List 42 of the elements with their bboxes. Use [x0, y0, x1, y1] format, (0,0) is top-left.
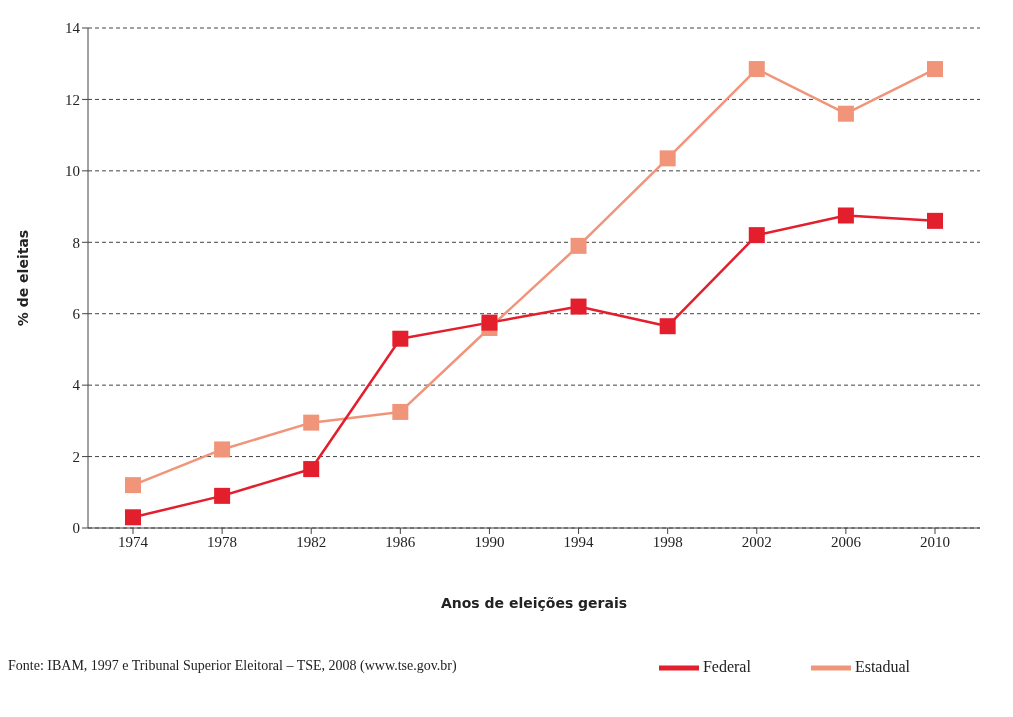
legend-label: Federal: [702, 657, 751, 675]
point: [659, 150, 676, 167]
y-tick-label: 2: [72, 448, 80, 465]
y-tick-label: 8: [72, 234, 80, 251]
point: [481, 314, 498, 331]
x-tick-label: 1986: [385, 533, 416, 550]
point: [748, 227, 765, 244]
point: [748, 61, 765, 78]
point: [927, 212, 943, 229]
x-axis-title: Anos de eleições gerais: [440, 594, 628, 611]
x-tick-label: 2002: [741, 533, 772, 550]
point: [570, 237, 587, 254]
x-tick-label: 2010: [920, 533, 950, 550]
y-axis-title: % de eleitas: [14, 229, 31, 327]
point: [927, 61, 943, 78]
point: [837, 105, 854, 122]
x-tick-label: 1994: [563, 533, 595, 550]
y-tick-label: 4: [72, 377, 81, 394]
point: [837, 207, 854, 224]
point: [125, 477, 141, 494]
x-tick-label: 1990: [474, 533, 505, 550]
point: [125, 509, 141, 526]
x-tick-label: 1982: [296, 533, 327, 550]
point: [214, 487, 231, 504]
point: [392, 403, 409, 420]
point: [392, 330, 409, 347]
y-tick-label: 0: [72, 520, 80, 537]
point: [570, 298, 587, 315]
y-tick-label: 6: [72, 306, 81, 323]
point: [659, 318, 676, 335]
x-tick-label: 1978: [207, 533, 238, 550]
x-tick-label: 2006: [830, 533, 862, 550]
y-tick-label: 14: [65, 20, 81, 37]
y-tick-label: 12: [65, 91, 80, 108]
legend-label: Estadual: [854, 657, 910, 675]
point: [303, 414, 320, 431]
point: [214, 441, 231, 458]
point: [303, 461, 320, 478]
x-tick-label: 1998: [652, 533, 683, 550]
y-tick-label: 10: [65, 163, 80, 180]
x-tick-label: 1974: [118, 533, 149, 550]
source-note: Fonte: IBAM, 1997 e Tribunal Superior Eleitoral – TSE, 2008 (www.tse.gov.br): [8, 658, 457, 674]
